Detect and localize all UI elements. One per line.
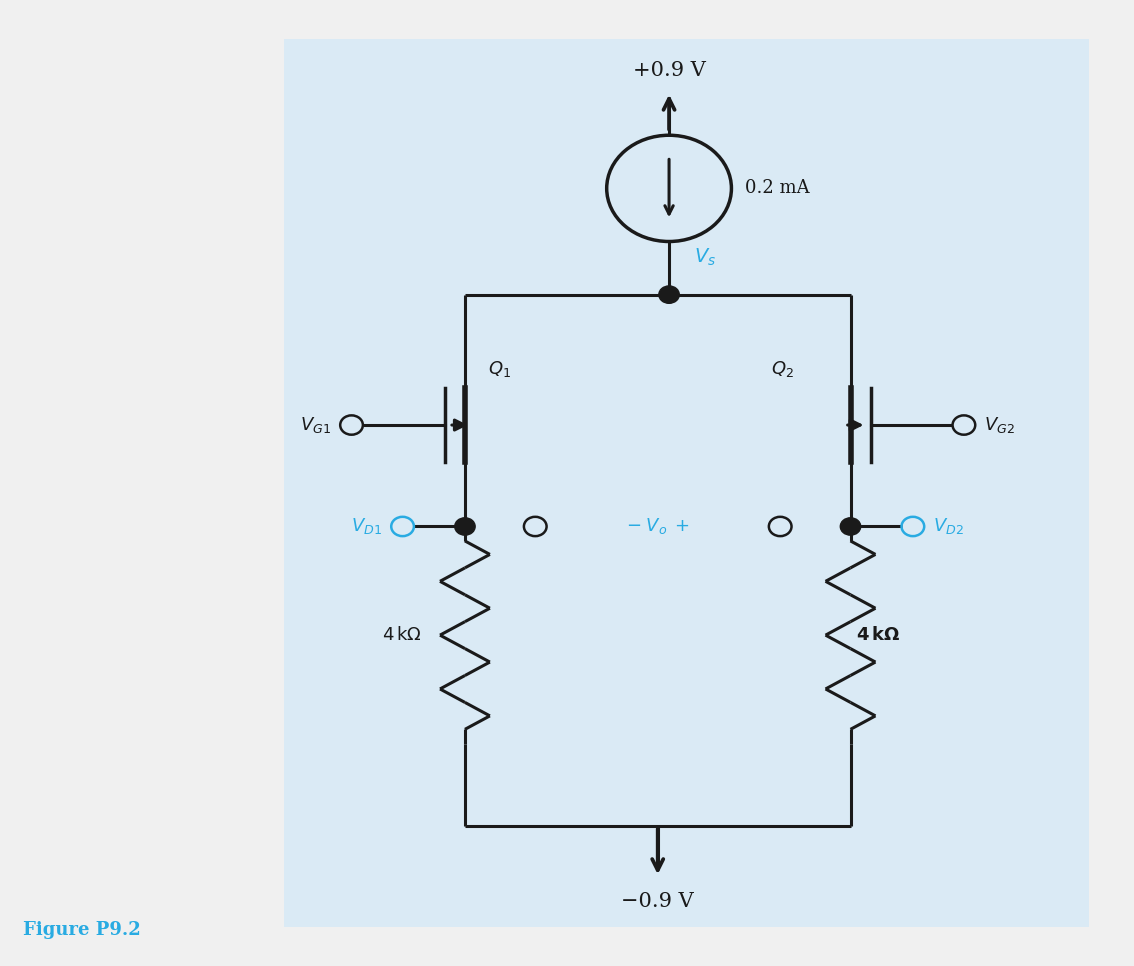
- Circle shape: [840, 518, 861, 535]
- Circle shape: [455, 518, 475, 535]
- Text: $-\;V_o\;+$: $-\;V_o\;+$: [626, 517, 689, 536]
- Text: 0.2 mA: 0.2 mA: [745, 180, 810, 197]
- Text: $Q_1$: $Q_1$: [488, 358, 510, 379]
- Text: +0.9 V: +0.9 V: [633, 61, 705, 80]
- Text: $Q_2$: $Q_2$: [771, 358, 794, 379]
- Text: $V_{G1}$: $V_{G1}$: [301, 415, 331, 435]
- Text: $V_{D1}$: $V_{D1}$: [352, 517, 382, 536]
- Bar: [284, 39, 1089, 927]
- Text: Figure P9.2: Figure P9.2: [23, 921, 141, 939]
- Text: −0.9 V: −0.9 V: [621, 892, 694, 911]
- Text: $\mathbf{4\,k\Omega}$: $\mathbf{4\,k\Omega}$: [856, 626, 900, 644]
- Text: $V_{D2}$: $V_{D2}$: [933, 517, 964, 536]
- Text: $4\,\mathrm{k\Omega}$: $4\,\mathrm{k\Omega}$: [382, 626, 422, 644]
- Text: $V_{G2}$: $V_{G2}$: [984, 415, 1015, 435]
- Circle shape: [659, 286, 679, 303]
- Text: $V_s$: $V_s$: [694, 246, 717, 268]
